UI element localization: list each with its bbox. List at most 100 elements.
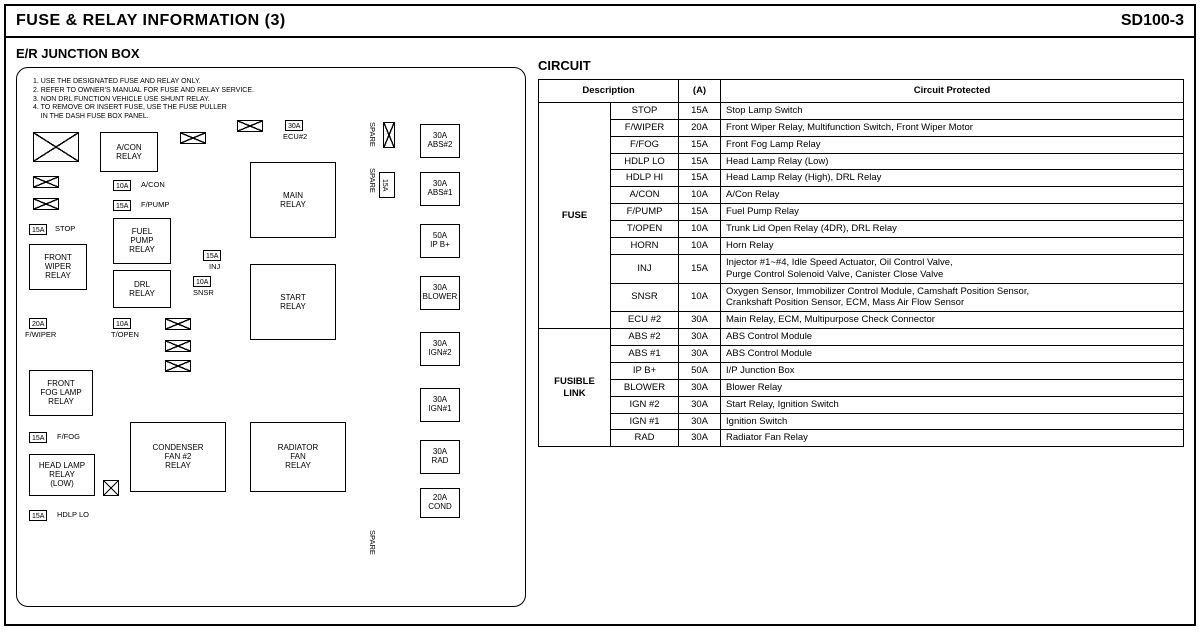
- col-description: Description: [539, 80, 679, 103]
- cell: Front Fog Lamp Relay: [721, 136, 1184, 153]
- relay-acon: A/CON RELAY: [100, 132, 158, 172]
- spare-label-3: SPARE: [368, 530, 377, 555]
- slot-empty: [103, 480, 119, 496]
- cell: Injector #1~#4, Idle Speed Actuator, Oil…: [721, 254, 1184, 283]
- cell: 15A: [679, 170, 721, 187]
- relay-drl: DRL RELAY: [113, 270, 171, 308]
- junction-box-heading: E/R JUNCTION BOX: [16, 46, 526, 61]
- cell: INJ: [611, 254, 679, 283]
- fusible-abs2: 30A ABS#2: [420, 124, 460, 158]
- slot-empty: [180, 132, 206, 144]
- cell: 30A: [679, 396, 721, 413]
- diagram-column: E/R JUNCTION BOX 1. USE THE DESIGNATED F…: [16, 46, 526, 612]
- cell: Start Relay, Ignition Switch: [721, 396, 1184, 413]
- table-row: SNSR10AOxygen Sensor, Immobilizer Contro…: [539, 283, 1184, 312]
- fuse-hdlplo: 15A: [29, 510, 47, 521]
- cell: ABS #2: [611, 329, 679, 346]
- fuse-inj: 15A: [203, 250, 221, 261]
- table-row: FUSE STOP 15A Stop Lamp Switch: [539, 102, 1184, 119]
- fusible-ign2: 30A IGN#2: [420, 332, 460, 366]
- circuit-heading: CIRCUIT: [538, 58, 1184, 73]
- page-code: SD100-3: [1121, 12, 1184, 30]
- page-title: FUSE & RELAY INFORMATION (3): [16, 12, 286, 30]
- cell: STOP: [611, 102, 679, 119]
- cell: 10A: [679, 187, 721, 204]
- table-row: T/OPEN10ATrunk Lid Open Relay (4DR), DRL…: [539, 221, 1184, 238]
- cell: Head Lamp Relay (High), DRL Relay: [721, 170, 1184, 187]
- fusible-blower: 30A BLOWER: [420, 276, 460, 310]
- relay-radiator: RADIATOR FAN RELAY: [250, 422, 346, 492]
- cell: BLOWER: [611, 379, 679, 396]
- table-row: F/PUMP15AFuel Pump Relay: [539, 204, 1184, 221]
- cell: Stop Lamp Switch: [721, 102, 1184, 119]
- cell: IGN #2: [611, 396, 679, 413]
- fuse-snsr: 10A: [193, 276, 211, 287]
- table-row: FUSIBLE LINK ABS #2 30A ABS Control Modu…: [539, 329, 1184, 346]
- col-protected: Circuit Protected: [721, 80, 1184, 103]
- table-row: BLOWER30ABlower Relay: [539, 379, 1184, 396]
- relay-fuelpump: FUEL PUMP RELAY: [113, 218, 171, 264]
- fuse-label-acon: A/CON: [141, 180, 165, 189]
- slot-empty: [165, 318, 191, 330]
- cell: ABS #1: [611, 346, 679, 363]
- fusible-rad: 30A RAD: [420, 440, 460, 474]
- cell: SNSR: [611, 283, 679, 312]
- fuse-label-ffog: F/FOG: [57, 432, 80, 441]
- relay-frontwiper: FRONT WIPER RELAY: [29, 244, 87, 290]
- cell: 15A: [679, 254, 721, 283]
- table-row: ABS #130AABS Control Module: [539, 346, 1184, 363]
- cell: 30A: [679, 430, 721, 447]
- page-frame: FUSE & RELAY INFORMATION (3) SD100-3 E/R…: [4, 4, 1196, 626]
- relay-main: MAIN RELAY: [250, 162, 336, 238]
- fuse-label-ecu2: ECU#2: [283, 132, 307, 141]
- slot-empty: [165, 360, 191, 372]
- cell: 15A: [679, 136, 721, 153]
- note-3: 3. NON DRL FUNCTION VEHICLE USE SHUNT RE…: [33, 96, 517, 105]
- cell: Front Wiper Relay, Multifunction Switch,…: [721, 119, 1184, 136]
- slot-empty: [237, 120, 263, 132]
- cell: I/P Junction Box: [721, 362, 1184, 379]
- cell: T/OPEN: [611, 221, 679, 238]
- cell: HDLP LO: [611, 153, 679, 170]
- fuse-label-snsr: SNSR: [193, 288, 214, 297]
- cell: 10A: [679, 221, 721, 238]
- fuse-label-stop: STOP: [55, 224, 75, 233]
- spare-label-1: SPARE: [368, 122, 377, 147]
- table-row: A/CON10AA/Con Relay: [539, 187, 1184, 204]
- cell: F/PUMP: [611, 204, 679, 221]
- fuse-ffog: 15A: [29, 432, 47, 443]
- relay-start: START RELAY: [250, 264, 336, 340]
- cell: IGN #1: [611, 413, 679, 430]
- cell: A/CON: [611, 187, 679, 204]
- cell: Blower Relay: [721, 379, 1184, 396]
- note-4: 4. TO REMOVE OR INSERT FUSE, USE THE FUS…: [33, 104, 517, 113]
- fusible-ign1: 30A IGN#1: [420, 388, 460, 422]
- cell: 10A: [679, 237, 721, 254]
- fusible-abs1: 30A ABS#1: [420, 172, 460, 206]
- cell: HORN: [611, 237, 679, 254]
- fuse-label-hdlplo: HDLP LO: [57, 510, 89, 519]
- table-header-row: Description (A) Circuit Protected: [539, 80, 1184, 103]
- cell: 30A: [679, 346, 721, 363]
- slot-empty: [165, 340, 191, 352]
- cell: IP B+: [611, 362, 679, 379]
- table-row: INJ15AInjector #1~#4, Idle Speed Actuato…: [539, 254, 1184, 283]
- spare-fuse: 15A: [379, 172, 395, 198]
- table-row: HORN10AHorn Relay: [539, 237, 1184, 254]
- relay-headlamp: HEAD LAMP RELAY (LOW): [29, 454, 95, 496]
- table-row: ECU #230AMain Relay, ECM, Multipurpose C…: [539, 312, 1184, 329]
- table-body: FUSE STOP 15A Stop Lamp Switch F/WIPER20…: [539, 102, 1184, 446]
- table-row: F/WIPER20AFront Wiper Relay, Multifuncti…: [539, 119, 1184, 136]
- fuse-label-fpump: F/PUMP: [141, 200, 169, 209]
- junction-box-outline: 1. USE THE DESIGNATED FUSE AND RELAY ONL…: [16, 67, 526, 607]
- fuse-label-inj: INJ: [209, 262, 220, 271]
- cell: 15A: [679, 204, 721, 221]
- cell: Ignition Switch: [721, 413, 1184, 430]
- cell: Head Lamp Relay (Low): [721, 153, 1184, 170]
- table-row: IGN #130AIgnition Switch: [539, 413, 1184, 430]
- cell: Oxygen Sensor, Immobilizer Control Modul…: [721, 283, 1184, 312]
- fuse-fpump: 15A: [113, 200, 131, 211]
- cell: 30A: [679, 329, 721, 346]
- circuit-table: Description (A) Circuit Protected FUSE S…: [538, 79, 1184, 447]
- fuse-label-topen: T/OPEN: [111, 330, 139, 339]
